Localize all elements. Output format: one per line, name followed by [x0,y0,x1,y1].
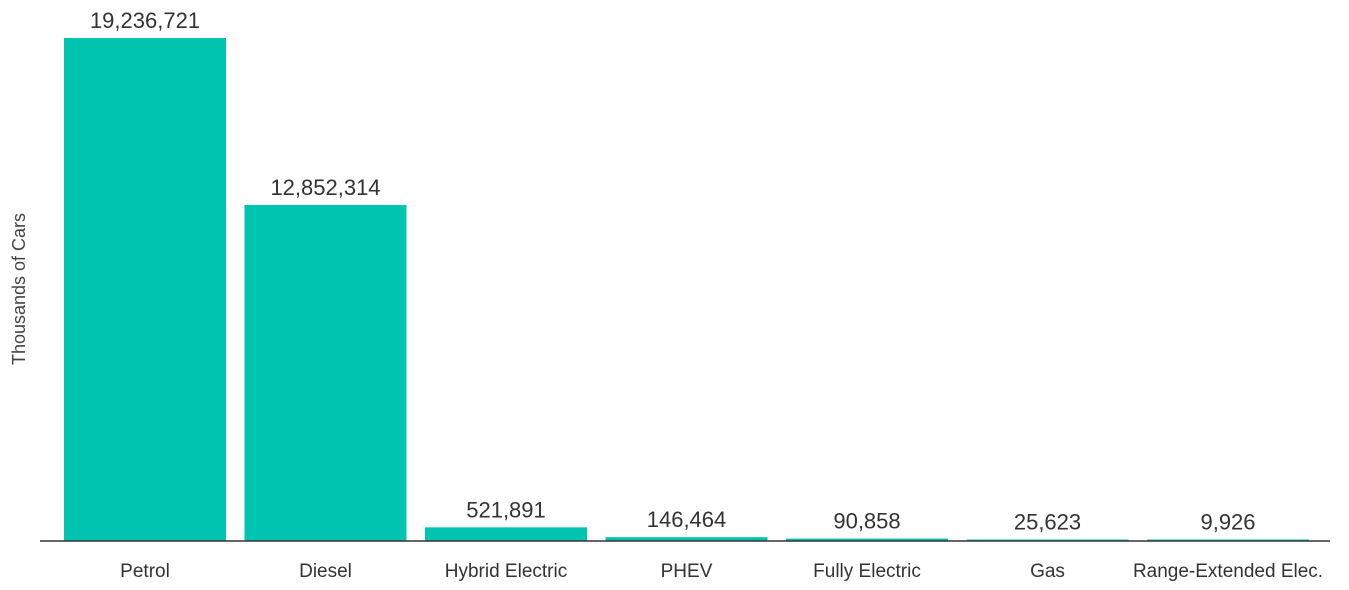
bar-petrol [64,38,226,541]
x-tick-label: Range-Extended Elec. [1133,561,1323,582]
x-tick-label: PHEV [661,561,713,582]
value-labels-group: 19,236,721 12,852,314 521,891 146,464 90,858… [90,8,1256,535]
data-label: 146,464 [647,507,727,532]
x-tick-label: Petrol [120,561,170,582]
x-tick-label: Diesel [299,561,352,582]
bar-diesel [244,204,407,541]
x-tick-label: Gas [1030,561,1065,582]
data-label: 521,891 [466,497,546,522]
bar-fully-electric [786,538,948,541]
category-labels-group: Petrol Diesel Hybrid Electric PHEV Fully Ele… [120,561,1323,582]
data-label: 19,236,721 [90,8,200,33]
data-label: 90,858 [833,509,900,534]
bar-hybrid-electric [425,527,587,541]
bars-group [64,38,1309,541]
data-label: 12,852,314 [270,175,380,200]
bar-phev [605,537,768,541]
data-label: 25,623 [1014,510,1081,535]
x-tick-label: Hybrid Electric [445,561,567,582]
data-label: 9,926 [1200,510,1255,535]
y-axis-title: Thousands of Cars [9,213,29,365]
x-tick-label: Fully Electric [813,561,921,582]
